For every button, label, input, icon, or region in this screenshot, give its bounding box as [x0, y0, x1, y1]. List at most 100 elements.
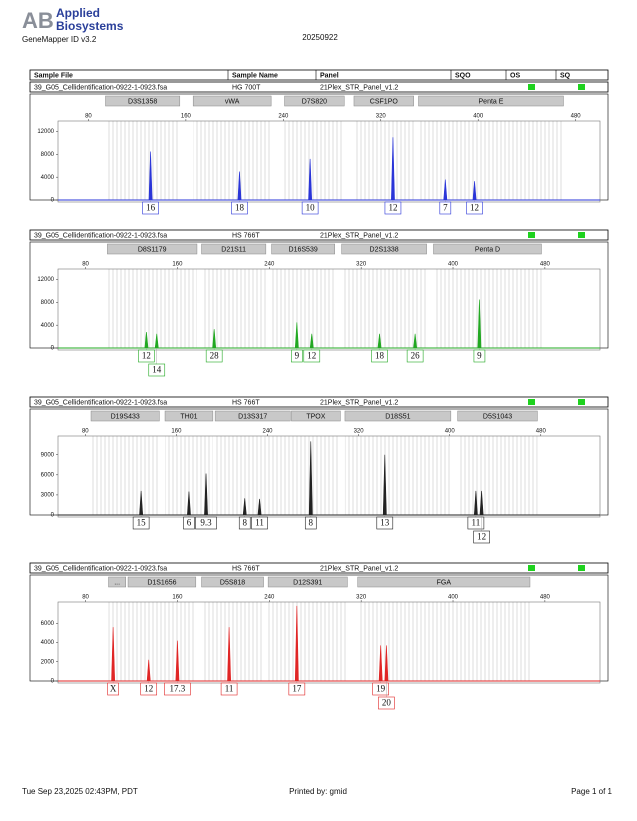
status-flag	[528, 232, 535, 238]
status-flag	[528, 84, 535, 90]
marker-name: D12S391	[293, 579, 322, 586]
sample-info-row	[29, 396, 609, 408]
panel-name: 21Plex_STR_Panel_v1.2	[320, 84, 398, 91]
allele-box	[439, 201, 452, 215]
allele-label: 17	[292, 684, 302, 694]
column-header: Sample File	[34, 72, 73, 79]
allele-box	[291, 349, 303, 363]
x-tick-label: 480	[536, 429, 547, 435]
bin-lines	[268, 602, 348, 681]
allele-box	[164, 682, 191, 696]
allele-label: 15	[137, 518, 147, 528]
status-flag	[578, 84, 585, 90]
bin-lines	[344, 436, 451, 515]
column-header: Panel	[320, 72, 339, 79]
x-tick-label: 480	[540, 595, 551, 601]
plot-frame	[57, 435, 601, 518]
x-tick-label: 400	[448, 262, 459, 268]
sample-name: HS 766T	[232, 232, 260, 239]
sample-file: 39_G05_Cellidentification-0922-1-0923.fs…	[34, 84, 167, 91]
marker-name: Penta D	[475, 246, 500, 253]
allele-label: 9	[477, 351, 482, 361]
allele-label: 8	[309, 518, 314, 528]
marker-name: D13S317	[238, 413, 267, 420]
marker-name: D19S433	[111, 413, 140, 420]
allele-label: 12	[477, 532, 486, 542]
marker-name: CSF1PO	[370, 98, 399, 105]
x-tick-label: 480	[540, 262, 551, 268]
marker-box	[164, 410, 214, 422]
y-tick-label: 0	[51, 679, 55, 685]
bin-lines	[284, 121, 345, 200]
allele-box	[371, 349, 388, 363]
bin-lines	[357, 602, 530, 681]
allele-label: 14	[152, 365, 162, 375]
allele-box	[304, 516, 317, 530]
y-tick-label: 8000	[41, 300, 55, 306]
bin-lines	[215, 436, 291, 515]
allele-box	[195, 516, 217, 530]
allele-label: 10	[306, 203, 316, 213]
allele-label: 19	[376, 684, 386, 694]
marker-name: Penta E	[479, 98, 504, 105]
allele-box	[301, 201, 319, 215]
x-tick-label: 240	[264, 595, 275, 601]
status-flag	[578, 399, 585, 405]
sample-file: 39_G05_Cellidentification-0922-1-0923.fs…	[34, 232, 167, 239]
marker-name: ...	[114, 579, 120, 586]
plot-frame	[57, 120, 601, 203]
allele-box	[384, 201, 402, 215]
allele-label: 26	[411, 351, 421, 361]
sample-name: HS 766T	[232, 399, 260, 406]
marker-name: D18S51	[385, 413, 410, 420]
sample-info-row	[29, 81, 609, 93]
status-flag	[578, 232, 585, 238]
marker-box	[284, 95, 345, 107]
allele-box	[148, 363, 166, 377]
allele-label: 18	[235, 203, 245, 213]
y-tick-label: 6000	[41, 472, 55, 478]
y-tick-label: 4000	[41, 175, 55, 181]
allele-box	[372, 682, 389, 696]
x-tick-label: 80	[82, 429, 89, 435]
x-tick-label: 80	[85, 114, 92, 120]
bin-lines	[105, 121, 180, 200]
allele-box	[140, 682, 158, 696]
y-tick-label: 8000	[41, 152, 55, 158]
marker-name: FGA	[437, 579, 452, 586]
marker-name: D1S1656	[147, 579, 176, 586]
column-header-row	[29, 69, 609, 81]
sample-file: 39_G05_Cellidentification-0922-1-0923.fs…	[34, 565, 167, 572]
bin-lines	[341, 269, 427, 348]
marker-box	[271, 243, 335, 255]
marker-box	[107, 243, 198, 255]
allele-label: 28	[210, 351, 220, 361]
allele-box	[378, 696, 395, 710]
y-tick-label: 2000	[41, 659, 55, 665]
allele-label: 18	[375, 351, 385, 361]
logo-mark: AB	[22, 8, 54, 33]
marker-box	[105, 95, 181, 107]
allele-label: 6	[187, 518, 192, 528]
marker-name: D3S1358	[128, 98, 157, 105]
footer-page: Page 1 of 1	[571, 787, 612, 796]
allele-label: 12	[144, 684, 153, 694]
y-tick-label: 3000	[41, 492, 55, 498]
allele-box	[183, 516, 195, 530]
bin-lines	[433, 269, 542, 348]
y-tick-label: 9000	[41, 452, 55, 458]
x-tick-label: 160	[172, 262, 183, 268]
bin-lines	[201, 269, 266, 348]
bin-lines	[128, 602, 196, 681]
sample-name: HG 700T	[232, 84, 261, 91]
x-tick-label: 160	[181, 114, 192, 120]
panel-name: 21Plex_STR_Panel_v1.2	[320, 565, 398, 572]
allele-label: 9	[295, 351, 300, 361]
allele-box	[288, 682, 306, 696]
allele-box	[406, 349, 424, 363]
y-tick-label: 4000	[41, 323, 55, 329]
y-tick-label: 6000	[41, 621, 55, 627]
x-tick-label: 160	[171, 429, 182, 435]
logo-text: Applied	[56, 6, 100, 20]
